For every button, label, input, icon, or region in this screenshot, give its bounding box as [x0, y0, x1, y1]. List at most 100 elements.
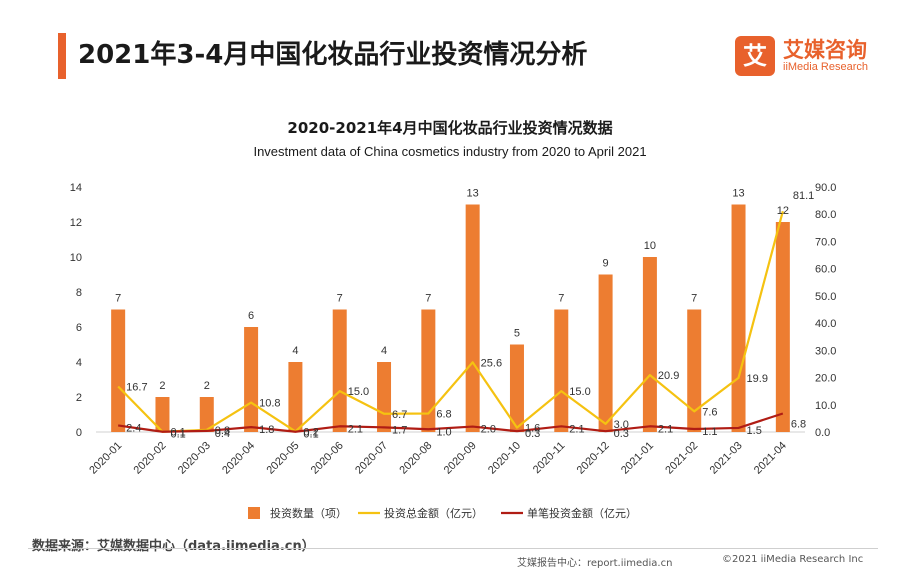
- x-tick-label: 2021-03: [708, 440, 745, 477]
- x-tick-label: 2020-07: [353, 440, 390, 477]
- bar-data-label: 4: [381, 345, 387, 357]
- bar: [332, 309, 347, 432]
- x-tick-label: 2020-06: [309, 440, 346, 477]
- bar-data-label: 7: [337, 293, 343, 305]
- bar-data-label: 13: [732, 188, 744, 200]
- total-amount-label: 15.0: [569, 386, 590, 398]
- bar-data-label: 7: [425, 293, 431, 305]
- single-amount-label: 2.1: [569, 423, 584, 435]
- legend-swatch-bar: [248, 507, 260, 519]
- total-amount-label: 25.6: [481, 357, 502, 369]
- bar: [642, 257, 657, 432]
- total-amount-label: 3.0: [614, 419, 629, 431]
- footer-divider: [28, 548, 878, 549]
- x-tick-label: 2020-10: [486, 440, 523, 477]
- single-amount-label: 2.4: [126, 422, 141, 434]
- x-tick-label: 2020-04: [220, 440, 257, 477]
- footer-report-center: 艾媒报告中心：report.iimedia.cn: [517, 558, 673, 569]
- bar: [111, 309, 126, 432]
- bar: [244, 327, 259, 432]
- y-right-tick-label: 80.0: [815, 209, 836, 221]
- bar-data-label: 12: [777, 205, 789, 217]
- legend-label: 投资数量（项）: [270, 506, 347, 520]
- single-amount-label: 2.1: [658, 423, 673, 435]
- brand-name-en: iiMedia Research: [783, 61, 868, 73]
- investment-chart: 024681012140.010.020.030.040.050.060.070…: [70, 182, 837, 520]
- bar-data-label: 2: [159, 380, 165, 392]
- bar: [199, 397, 214, 432]
- total-amount-label: 7.6: [702, 406, 717, 418]
- y-left-tick-label: 12: [70, 217, 82, 229]
- total-amount-label: 6.7: [392, 409, 407, 421]
- total-amount-line: [117, 210, 784, 433]
- single-amount-line: [118, 412, 784, 433]
- footer-copyright: ©2021 iiMedia Research Inc: [722, 554, 864, 565]
- brand-logo-glyph: 艾: [743, 42, 767, 70]
- bar-data-label: 7: [691, 293, 697, 305]
- bar-data-label: 7: [115, 293, 121, 305]
- single-amount-label: 2.0: [481, 424, 496, 436]
- bar-data-label: 6: [248, 310, 254, 322]
- y-left-tick-label: 4: [76, 357, 82, 369]
- x-tick-label: 2020-01: [87, 440, 124, 477]
- chart-subtitle: Investment data of China cosmetics indus…: [253, 144, 647, 159]
- y-right-tick-label: 0.0: [815, 427, 830, 439]
- total-amount-label: 1.6: [525, 423, 540, 435]
- x-tick-label: 2020-02: [132, 440, 169, 477]
- bar-data-label: 10: [644, 240, 656, 252]
- y-left-tick-label: 6: [76, 322, 82, 334]
- bar: [421, 309, 436, 432]
- brand-name-cn: 艾媒咨询: [783, 38, 867, 62]
- single-amount-label: 1.5: [747, 425, 762, 437]
- bar: [687, 309, 702, 432]
- x-tick-label: 2020-08: [397, 440, 434, 477]
- bar-data-label: 7: [558, 293, 564, 305]
- total-amount-label: 10.8: [259, 398, 280, 410]
- x-tick-label: 2020-05: [264, 440, 301, 477]
- y-left-tick-label: 0: [76, 427, 82, 439]
- brand-logo-icon: 艾: [735, 36, 775, 76]
- bar-data-label: 13: [467, 188, 479, 200]
- single-amount-label: 6.8: [791, 418, 806, 430]
- x-tick-label: 2020-11: [531, 440, 567, 476]
- x-tick-label: 2021-02: [663, 440, 700, 477]
- total-amount-label: 15.0: [348, 386, 369, 398]
- y-right-tick-label: 70.0: [815, 236, 836, 248]
- bar: [554, 309, 569, 432]
- legend-label: 投资总金额（亿元）: [384, 506, 483, 520]
- single-amount-label: 0.3: [525, 428, 540, 440]
- x-tick-label: 2020-09: [442, 440, 479, 477]
- bar-data-label: 2: [204, 380, 210, 392]
- y-right-tick-label: 40.0: [815, 318, 836, 330]
- y-left-tick-label: 14: [70, 182, 82, 194]
- total-amount-label: 6.8: [436, 408, 451, 420]
- bar: [731, 204, 746, 432]
- total-amount-label: 81.1: [793, 190, 814, 202]
- x-tick-label: 2020-12: [575, 440, 612, 477]
- single-amount-label: 2.1: [348, 423, 363, 435]
- bar-data-label: 9: [603, 258, 609, 270]
- total-amount-label: 20.9: [658, 370, 679, 382]
- legend-label: 单笔投资金额（亿元）: [527, 506, 637, 520]
- x-tick-label: 2021-04: [752, 440, 789, 477]
- y-right-tick-label: 60.0: [815, 264, 836, 276]
- total-amount-label: 0.1: [170, 427, 185, 439]
- brand-logo-block: 艾 艾媒咨询 iiMedia Research: [735, 34, 875, 78]
- bar-data-label: 4: [292, 345, 298, 357]
- single-amount-label: 1.0: [436, 426, 451, 438]
- single-amount-label: 1.1: [702, 426, 717, 438]
- x-tick-label: 2021-01: [619, 440, 656, 477]
- y-left-tick-label: 10: [70, 252, 82, 264]
- y-right-tick-label: 50.0: [815, 291, 836, 303]
- total-amount-label: 16.7: [126, 382, 147, 394]
- page-title: 2021年3-4月中国化妆品行业投资情况分析: [78, 40, 588, 70]
- y-right-tick-label: 90.0: [815, 182, 836, 194]
- chart-title: 2020-2021年4月中国化妆品行业投资情况数据: [287, 119, 613, 137]
- bar-data-label: 5: [514, 328, 520, 340]
- single-amount-label: 1.7: [392, 424, 407, 436]
- bar: [288, 362, 303, 432]
- total-amount-label: 0.8: [215, 425, 230, 437]
- bar: [465, 204, 480, 432]
- y-right-tick-label: 10.0: [815, 400, 836, 412]
- bar: [509, 344, 524, 432]
